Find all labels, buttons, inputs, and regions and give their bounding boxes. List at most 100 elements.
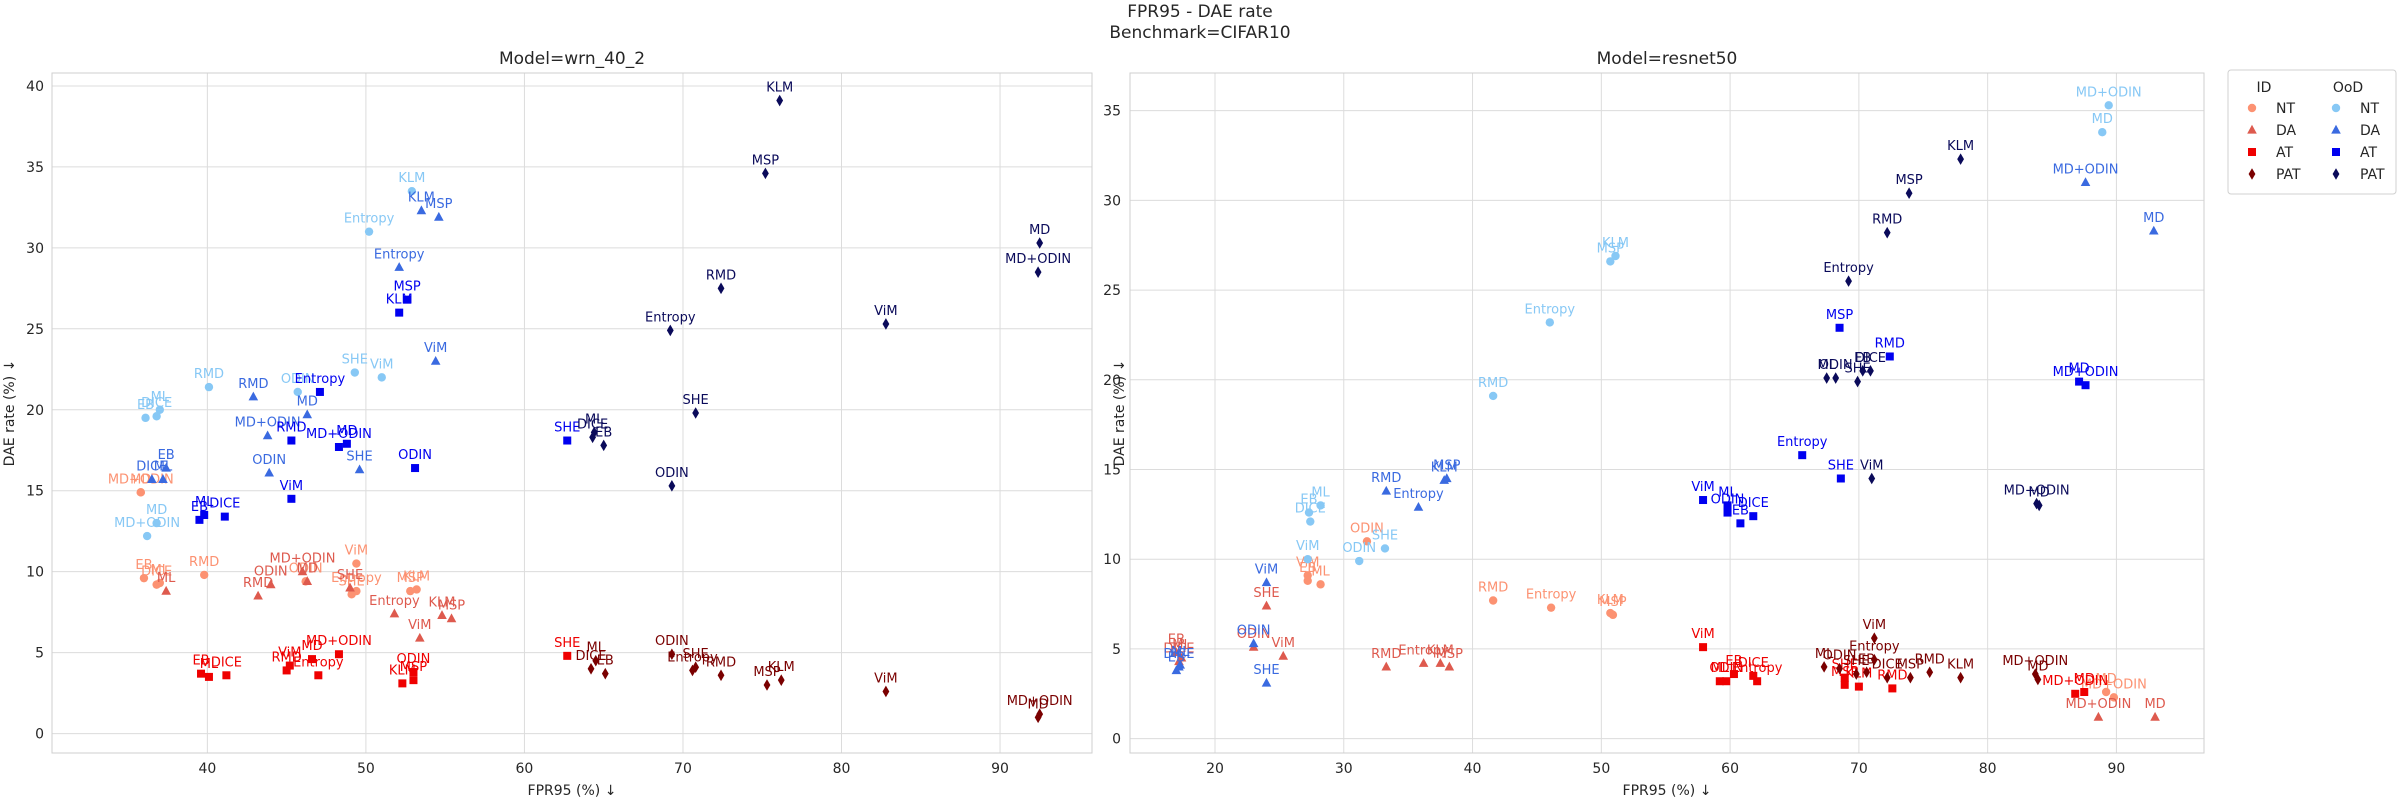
point-ood-at-dice <box>220 512 229 521</box>
point-id-nt-vim <box>352 559 361 568</box>
point-label: DICE <box>211 655 242 670</box>
plot-frame <box>51 72 1093 754</box>
point-label: EB <box>1854 351 1871 366</box>
point-label: SHE <box>339 574 365 589</box>
series-id-da: EBMLDICEODINSHEViMRMDEntropyKLMMSPMD+ODI… <box>1163 586 2166 721</box>
legend-label-ood-da: DA <box>2360 123 2381 139</box>
point-label: ODIN <box>1711 493 1745 508</box>
point-label: ML <box>1815 647 1834 662</box>
point-label: SHE <box>1253 586 1279 601</box>
point-label: SHE <box>1843 654 1869 669</box>
x-axis-label: FPR95 (%) ↓ <box>528 783 617 799</box>
subplot-title: Model=wrn_40_2 <box>499 49 645 69</box>
point-label: ML <box>1817 358 1836 373</box>
point-id-at-dice <box>222 671 231 680</box>
point-label: EB <box>192 654 209 669</box>
point-ood-da-md-odin <box>262 430 273 440</box>
point-id-pat-entropy <box>1870 653 1878 666</box>
x-tick-label: 70 <box>1850 761 1868 777</box>
point-ood-at-dice <box>1749 512 1758 521</box>
point-id-pat-msp <box>763 679 771 691</box>
point-ood-nt-she <box>1380 544 1390 553</box>
legend-marker-id-at <box>2248 148 2256 156</box>
point-label: KLM <box>408 191 435 206</box>
point-ood-at-md <box>342 439 351 448</box>
point-id-pat-odin <box>1836 662 1843 675</box>
point-id-pat-md <box>1034 711 1042 724</box>
point-label: MD+ODIN <box>2004 484 2070 499</box>
x-tick-label: 70 <box>674 761 692 777</box>
point-ood-at-she <box>1836 474 1845 483</box>
point-label: MSP <box>397 571 424 586</box>
point-ood-pat-md <box>1036 237 1044 249</box>
point-ood-at-msp <box>403 295 412 304</box>
point-ood-at-entropy <box>315 387 324 396</box>
point-label: KLM <box>1947 658 1974 673</box>
point-id-pat-msp <box>1906 671 1914 684</box>
point-id-at-eb <box>197 669 206 678</box>
point-ood-da-klm <box>1439 475 1450 484</box>
point-id-da-she <box>1261 600 1272 610</box>
legend-marker-ood-da <box>2331 124 2341 134</box>
point-label: ViM <box>424 341 447 356</box>
point-label: Entropy <box>1849 640 1900 655</box>
point-label: ODIN <box>398 448 432 463</box>
point-label: KLM <box>403 569 430 584</box>
y-axis-label: DAE rate (%) ↓ <box>2 360 18 467</box>
point-id-nt-entropy <box>1546 603 1556 612</box>
point-label: MD+ODIN <box>2053 162 2119 177</box>
point-id-da-entropy <box>389 608 400 618</box>
legend-label-ood-at: AT <box>2360 145 2377 161</box>
point-label: ViM <box>1296 539 1319 554</box>
point-label: RMD <box>238 377 268 392</box>
point-id-at-dice <box>1749 671 1758 680</box>
point-label: MD+ODIN <box>270 552 336 567</box>
point-label: DICE <box>141 396 172 411</box>
point-ood-nt-rmd <box>1488 391 1498 401</box>
point-label: MD+ODIN <box>306 427 372 442</box>
point-ood-nt-md <box>2098 128 2107 137</box>
point-id-nt-eb <box>139 573 149 583</box>
point-label: ODIN <box>1342 541 1376 556</box>
point-label: MD <box>146 503 167 518</box>
point-label: Entropy <box>1398 643 1449 658</box>
point-ood-nt-md <box>152 518 161 528</box>
series-ood-da: MD+ODIN MD MSP KLM RMD Entropy ViM ODIN ML EB DICE… <box>1163 162 2164 687</box>
point-id-pat-vim <box>1870 632 1878 644</box>
figure-title-line2: Benchmark=CIFAR10 <box>1109 23 1290 43</box>
point-label: ODIN <box>1237 627 1271 642</box>
point-label: Entropy <box>344 212 395 227</box>
point-label: SHE <box>1828 458 1854 473</box>
point-label: EB <box>191 500 208 515</box>
point-ood-nt-dice <box>1306 517 1315 526</box>
point-label: ViM <box>874 304 897 319</box>
y-tick-label: 10 <box>1103 552 1121 568</box>
y-tick-label: 0 <box>1112 732 1121 748</box>
legend-marker-id-pat <box>2248 168 2256 180</box>
legend-id-title: ID <box>2257 80 2272 96</box>
x-tick-label: 40 <box>1464 761 1482 777</box>
point-label: Entropy <box>645 310 696 325</box>
point-id-pat-dice <box>1883 671 1891 684</box>
point-id-nt-msp <box>406 586 415 596</box>
point-label: DICE <box>1738 496 1769 511</box>
point-id-at-ml <box>204 672 213 681</box>
point-label: RMD <box>1877 668 1907 683</box>
point-id-at-md <box>308 655 316 664</box>
point-label: DICE <box>209 497 240 512</box>
point-label: SHE <box>346 450 372 465</box>
point-label: ML <box>1172 638 1191 653</box>
point-label: MSP <box>1599 595 1626 610</box>
point-id-pat-md-odin <box>2031 668 2039 680</box>
legend-ood-title: OoD <box>2333 80 2363 96</box>
point-label: ViM <box>370 357 393 372</box>
point-label: MD <box>2096 672 2117 687</box>
figure-title-line1: FPR95 - DAE rate <box>1127 2 1273 22</box>
point-label: ML <box>151 563 170 578</box>
point-label: MD+ODIN <box>108 472 174 487</box>
point-label: MD <box>2143 211 2164 226</box>
point-id-nt-md-odin <box>136 488 145 497</box>
